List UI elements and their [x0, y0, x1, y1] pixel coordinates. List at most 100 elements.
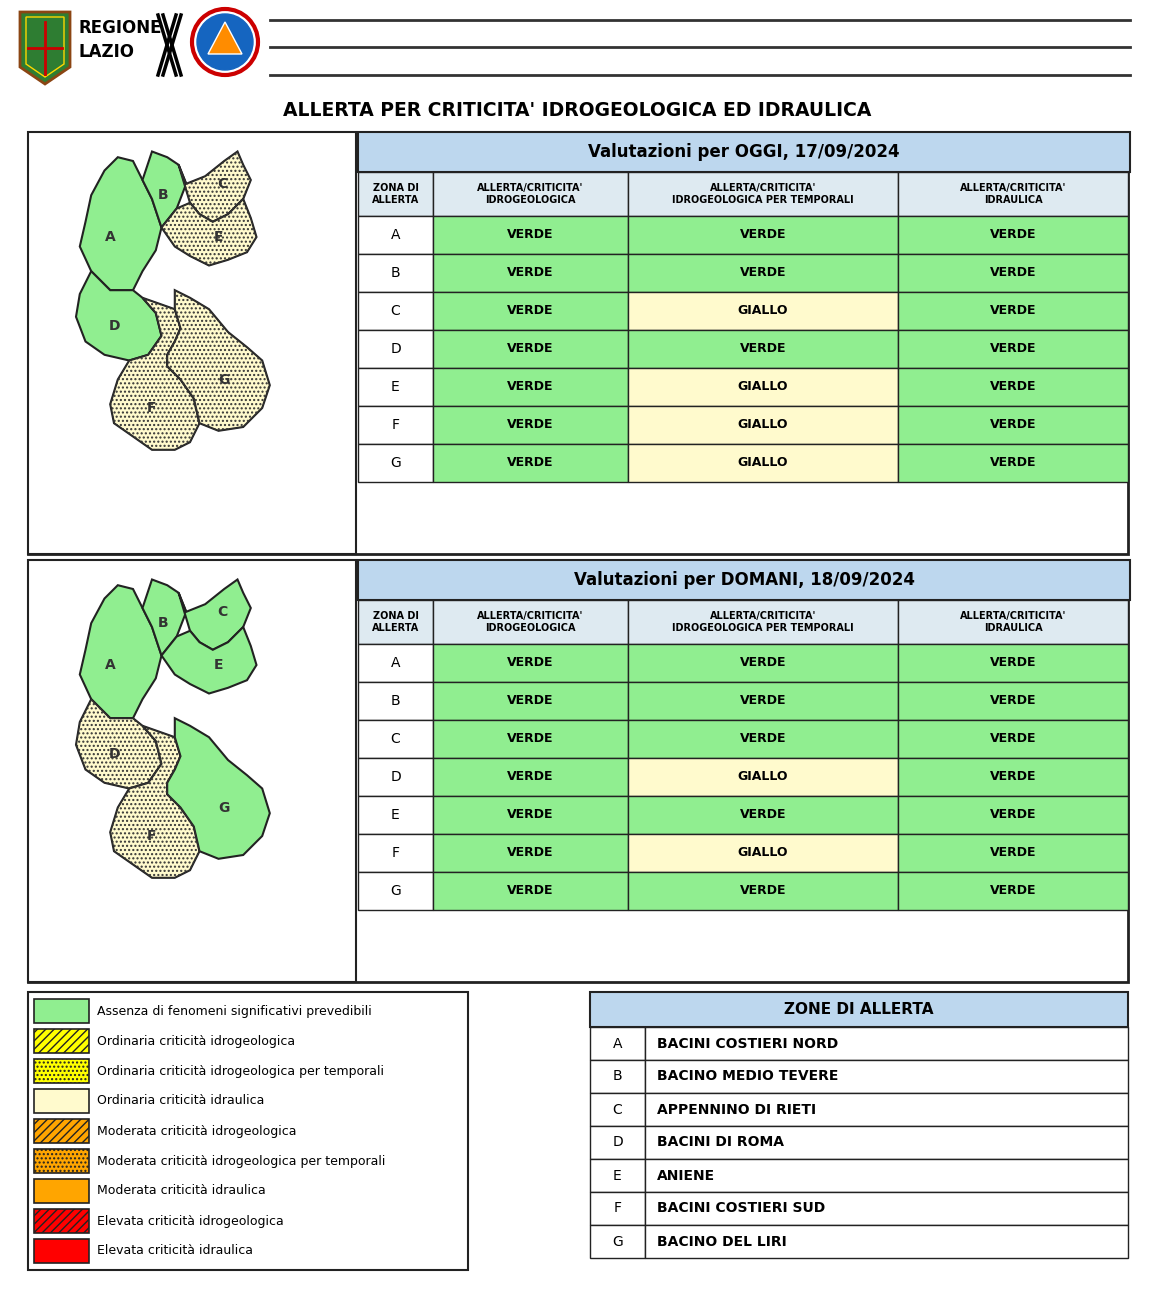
Bar [590, 1093, 644, 1126]
Text: A: A [390, 656, 401, 670]
Text: E: E [392, 808, 400, 822]
Bar [28, 132, 356, 555]
Text: BACINI COSTIERI NORD: BACINI COSTIERI NORD [657, 1037, 839, 1050]
Text: C: C [390, 304, 401, 319]
Text: ALLERTA PER CRITICITA' IDROGEOLOGICA ED IDRAULICA: ALLERTA PER CRITICITA' IDROGEOLOGICA ED … [283, 101, 871, 119]
Text: Ordinaria criticità idraulica: Ordinaria criticità idraulica [97, 1095, 264, 1108]
Text: BACINI DI ROMA: BACINI DI ROMA [657, 1135, 784, 1150]
Text: VERDE: VERDE [507, 380, 553, 393]
Text: VERDE: VERDE [507, 266, 553, 279]
Text: Assenza di fenomeni significativi prevedibili: Assenza di fenomeni significativi preved… [97, 1004, 372, 1017]
Text: VERDE: VERDE [507, 228, 553, 241]
Bar [358, 872, 433, 910]
Bar [897, 644, 1128, 682]
Polygon shape [20, 12, 70, 84]
Text: D: D [109, 320, 120, 333]
Bar [33, 1179, 89, 1203]
Bar [28, 560, 356, 982]
Text: GIALLO: GIALLO [738, 304, 788, 317]
Text: VERDE: VERDE [507, 456, 553, 469]
Text: F: F [392, 846, 400, 860]
Text: VERDE: VERDE [507, 809, 553, 822]
Bar [358, 254, 433, 292]
Bar [628, 796, 897, 834]
Bar [33, 1120, 89, 1143]
Text: ALLERTA/CRITICITA'
IDROGEOLOGICA PER TEMPORALI: ALLERTA/CRITICITA' IDROGEOLOGICA PER TEM… [672, 184, 854, 205]
Bar [433, 600, 628, 644]
Text: VERDE: VERDE [990, 733, 1036, 746]
Text: F: F [147, 829, 157, 843]
Bar [628, 834, 897, 872]
Polygon shape [179, 152, 251, 222]
Text: VERDE: VERDE [990, 228, 1036, 241]
Bar [628, 330, 897, 368]
Bar [433, 644, 628, 682]
Text: VERDE: VERDE [990, 456, 1036, 469]
Bar [358, 758, 433, 796]
Text: LAZIO: LAZIO [79, 43, 134, 62]
Text: B: B [390, 694, 401, 708]
Text: VERDE: VERDE [507, 418, 553, 431]
Text: C: C [390, 732, 401, 746]
Bar [433, 720, 628, 758]
Bar [897, 682, 1128, 720]
Polygon shape [162, 627, 256, 694]
Bar [644, 1192, 1128, 1224]
Bar [897, 406, 1128, 444]
Bar [644, 1093, 1128, 1126]
Bar [33, 999, 89, 1023]
Text: G: G [390, 884, 401, 898]
Bar [644, 1224, 1128, 1259]
Bar [433, 834, 628, 872]
Bar [433, 292, 628, 330]
Bar [628, 172, 897, 216]
Bar [897, 796, 1128, 834]
Bar [628, 644, 897, 682]
Text: ALLERTA/CRITICITA'
IDRAULICA: ALLERTA/CRITICITA' IDRAULICA [960, 611, 1066, 633]
Text: B: B [390, 266, 401, 281]
Bar [358, 834, 433, 872]
Polygon shape [110, 298, 200, 450]
Polygon shape [142, 579, 186, 656]
Text: VERDE: VERDE [507, 847, 553, 860]
Text: ALLERTA/CRITICITA'
IDROGEOLOGICA: ALLERTA/CRITICITA' IDROGEOLOGICA [477, 184, 583, 205]
Text: A: A [105, 229, 116, 244]
Text: VERDE: VERDE [507, 342, 553, 355]
Text: VERDE: VERDE [990, 657, 1036, 670]
Bar [897, 834, 1128, 872]
Bar [28, 560, 1128, 982]
Bar [590, 1027, 644, 1061]
Text: APPENNINO DI RIETI: APPENNINO DI RIETI [657, 1103, 817, 1117]
Bar [628, 444, 897, 482]
Polygon shape [179, 579, 251, 650]
Text: E: E [613, 1168, 621, 1183]
Text: VERDE: VERDE [507, 657, 553, 670]
Text: Valutazioni per OGGI, 17/09/2024: Valutazioni per OGGI, 17/09/2024 [588, 143, 900, 161]
Bar [590, 1192, 644, 1224]
Polygon shape [80, 157, 162, 290]
Text: VERDE: VERDE [507, 885, 553, 898]
Text: D: D [390, 770, 401, 784]
Polygon shape [167, 290, 270, 431]
Bar [628, 368, 897, 406]
Text: BACINO DEL LIRI: BACINO DEL LIRI [657, 1235, 787, 1248]
Bar [358, 406, 433, 444]
Bar [358, 292, 433, 330]
Bar [33, 1059, 89, 1083]
Bar [897, 872, 1128, 910]
Text: ALLERTA/CRITICITA'
IDROGEOLOGICA: ALLERTA/CRITICITA' IDROGEOLOGICA [477, 611, 583, 633]
Text: VERDE: VERDE [739, 733, 787, 746]
Text: ALLERTA/CRITICITA'
IDROGEOLOGICA PER TEMPORALI: ALLERTA/CRITICITA' IDROGEOLOGICA PER TEM… [672, 611, 854, 633]
Bar [628, 872, 897, 910]
Bar [358, 600, 433, 644]
Text: Valutazioni per DOMANI, 18/09/2024: Valutazioni per DOMANI, 18/09/2024 [574, 572, 915, 589]
Text: GIALLO: GIALLO [738, 418, 788, 431]
Bar [590, 1224, 644, 1259]
Text: BACINI COSTIERI SUD: BACINI COSTIERI SUD [657, 1201, 826, 1215]
Text: VERDE: VERDE [739, 228, 787, 241]
Bar [590, 1126, 644, 1159]
Bar [897, 216, 1128, 254]
Text: A: A [105, 658, 116, 673]
Circle shape [198, 14, 253, 69]
Text: ZONA DI
ALLERTA: ZONA DI ALLERTA [372, 184, 419, 205]
